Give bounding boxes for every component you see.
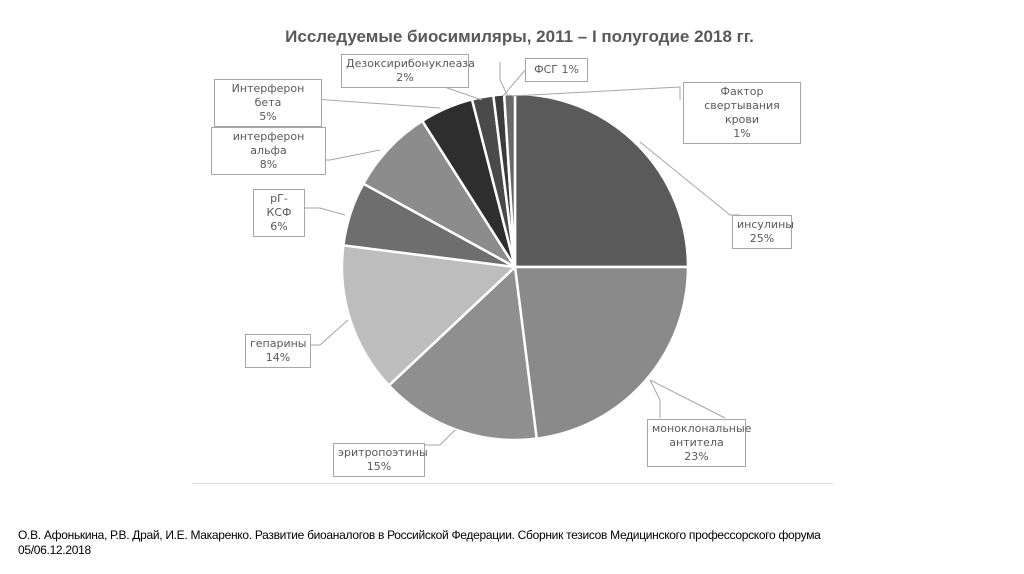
label-gcsf-pct: 6% bbox=[270, 220, 288, 233]
label-heparins-name: гепарины bbox=[250, 337, 307, 350]
label-dnase: Дезоксирибонуклеаза 2% bbox=[341, 54, 475, 88]
leader-monoclonal bbox=[649, 379, 661, 418]
label-fsh: ФСГ 1% bbox=[525, 58, 588, 82]
label-ifn-alpha-pct: 8% bbox=[259, 158, 278, 171]
label-epo: эритропоэтины 15% bbox=[333, 443, 428, 477]
leader-heparins bbox=[310, 319, 349, 346]
chart-title: Исследуемые биосимиляры, 2011 – I полуго… bbox=[285, 27, 754, 46]
label-factor-pct: 1% bbox=[733, 127, 751, 140]
label-monoclonal-pct: 23% bbox=[684, 450, 709, 463]
label-heparins-pct: 14% bbox=[265, 351, 291, 364]
label-heparins: гепарины 14% bbox=[245, 334, 311, 368]
label-factor-name: Фактор свертывания bbox=[704, 85, 780, 112]
leader-factor-2 bbox=[511, 86, 681, 100]
pie-slice bbox=[513, 265, 690, 441]
label-insulins-pct: 25% bbox=[749, 232, 775, 245]
label-factor: Фактор свертывания крови 1% bbox=[683, 82, 801, 144]
chart-bottom-rule bbox=[192, 483, 833, 484]
label-epo-pct: 15% bbox=[366, 460, 392, 473]
pie-slices bbox=[340, 92, 690, 442]
label-insulins: инсулины 25% bbox=[732, 215, 794, 249]
pie-slice bbox=[340, 243, 518, 388]
label-insulins-name: инсулины bbox=[737, 218, 794, 231]
label-gcsf: рГ-КСФ 6% bbox=[253, 189, 305, 237]
label-dnase-pct: 2% bbox=[396, 71, 414, 84]
leader-epo bbox=[420, 429, 456, 446]
leader-fsh bbox=[502, 67, 528, 97]
leader-ifn-alpha bbox=[325, 149, 381, 161]
label-ifn-beta: Интерферон бета 5% bbox=[214, 79, 322, 127]
label-ifn-alpha: интерферон альфа 8% bbox=[211, 127, 326, 175]
label-gcsf-name: рГ-КСФ bbox=[266, 192, 292, 219]
label-ifn-beta-name: Интерферон бета bbox=[231, 82, 305, 109]
label-ifn-beta-pct: 5% bbox=[259, 110, 277, 123]
label-epo-name: эритропоэтины bbox=[338, 446, 428, 459]
pie-slice bbox=[387, 264, 539, 442]
label-monoclonal: моноклональные антитела 23% bbox=[647, 419, 752, 467]
leader-gcsf bbox=[305, 207, 346, 216]
pie-slice bbox=[513, 92, 690, 269]
leader-factor bbox=[499, 62, 509, 97]
leader-monoclonal-2 bbox=[649, 379, 726, 419]
label-factor-name-2: крови bbox=[725, 113, 759, 126]
label-fsh-text: ФСГ 1% bbox=[534, 63, 579, 76]
citation-line-1: О.В. Афонькина, Р.В. Драй, И.Е. Макаренк… bbox=[18, 528, 821, 542]
label-monoclonal-name-2: антитела bbox=[669, 436, 724, 449]
label-dnase-name: Дезоксирибонуклеаза bbox=[346, 57, 475, 70]
citation: О.В. Афонькина, Р.В. Драй, И.Е. Макаренк… bbox=[18, 528, 1008, 558]
citation-line-2: 05/06.12.2018 bbox=[18, 543, 91, 557]
label-monoclonal-name: моноклональные bbox=[652, 422, 752, 435]
label-ifn-alpha-name: интерферон альфа bbox=[232, 130, 305, 157]
